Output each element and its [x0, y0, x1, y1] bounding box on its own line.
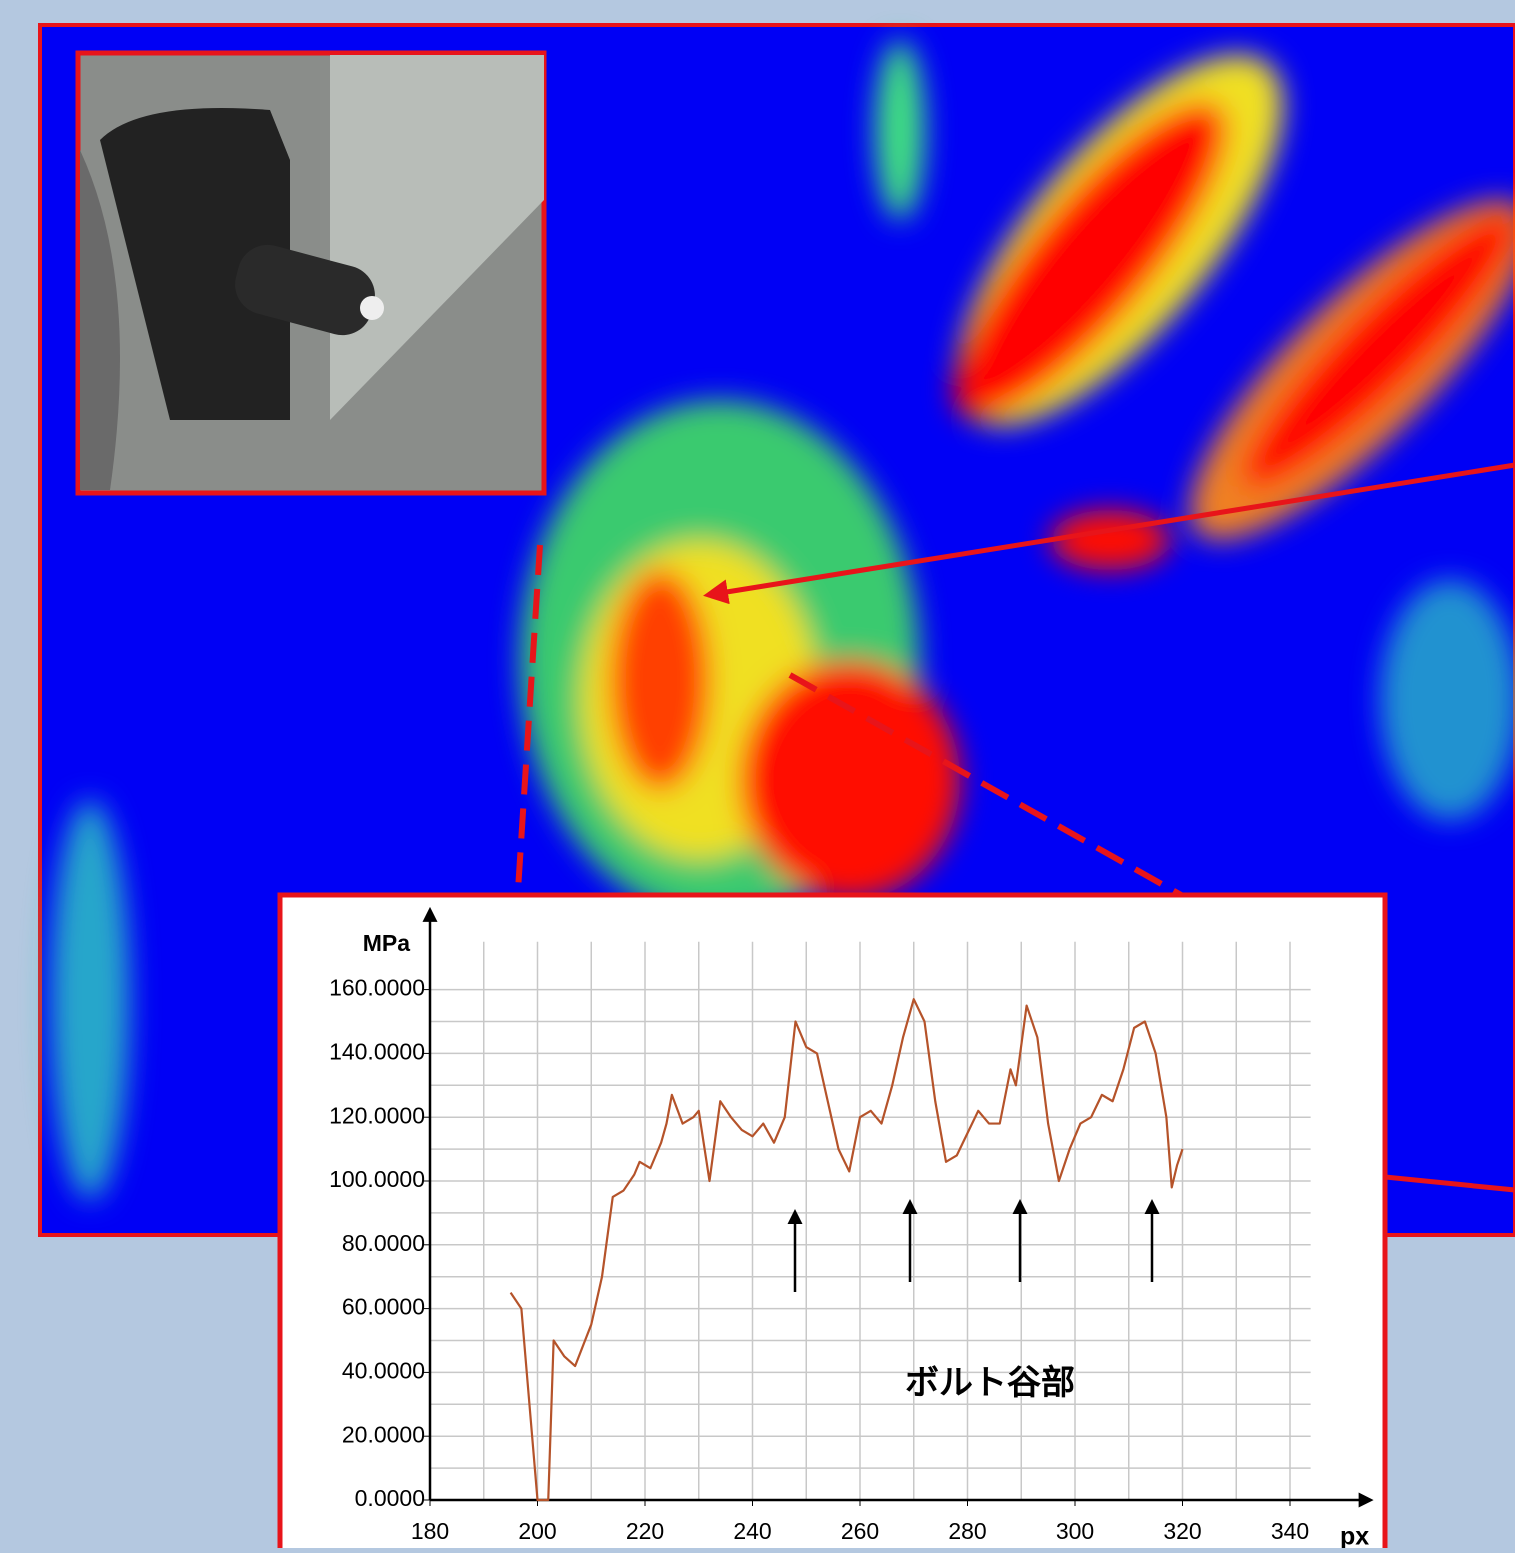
x-tick-label: 200	[518, 1518, 556, 1544]
x-tick-label: 320	[1163, 1518, 1201, 1544]
y-tick-label: 60.0000	[342, 1294, 425, 1320]
chart-panel	[280, 895, 1385, 1548]
annotation: ボルト谷部	[905, 1364, 1075, 1402]
x-tick-label: 260	[841, 1518, 879, 1544]
y-tick-label: 160.0000	[329, 975, 425, 1001]
y-tick-label: 140.0000	[329, 1038, 425, 1064]
x-tick-label: 300	[1056, 1518, 1094, 1544]
x-tick-label: 340	[1271, 1518, 1309, 1544]
y-tick-label: 120.0000	[329, 1102, 425, 1128]
y-axis-label: MPa	[363, 930, 411, 956]
x-tick-label: 240	[733, 1518, 771, 1544]
y-tick-label: 100.0000	[329, 1166, 425, 1192]
x-axis-label: px	[1340, 1523, 1369, 1548]
y-tick-label: 40.0000	[342, 1357, 425, 1383]
y-tick-label: 20.0000	[342, 1421, 425, 1447]
x-tick-label: 220	[626, 1518, 664, 1544]
figure: 180 200 220 240 260 280 300 320 340 0.0000 20.0000…	[0, 0, 1515, 1548]
photo-inset	[78, 53, 544, 493]
x-tick-label: 180	[411, 1518, 449, 1544]
y-tick-label: 80.0000	[342, 1230, 425, 1256]
x-tick-label: 280	[948, 1518, 986, 1544]
y-tick-label: 0.0000	[355, 1485, 425, 1511]
